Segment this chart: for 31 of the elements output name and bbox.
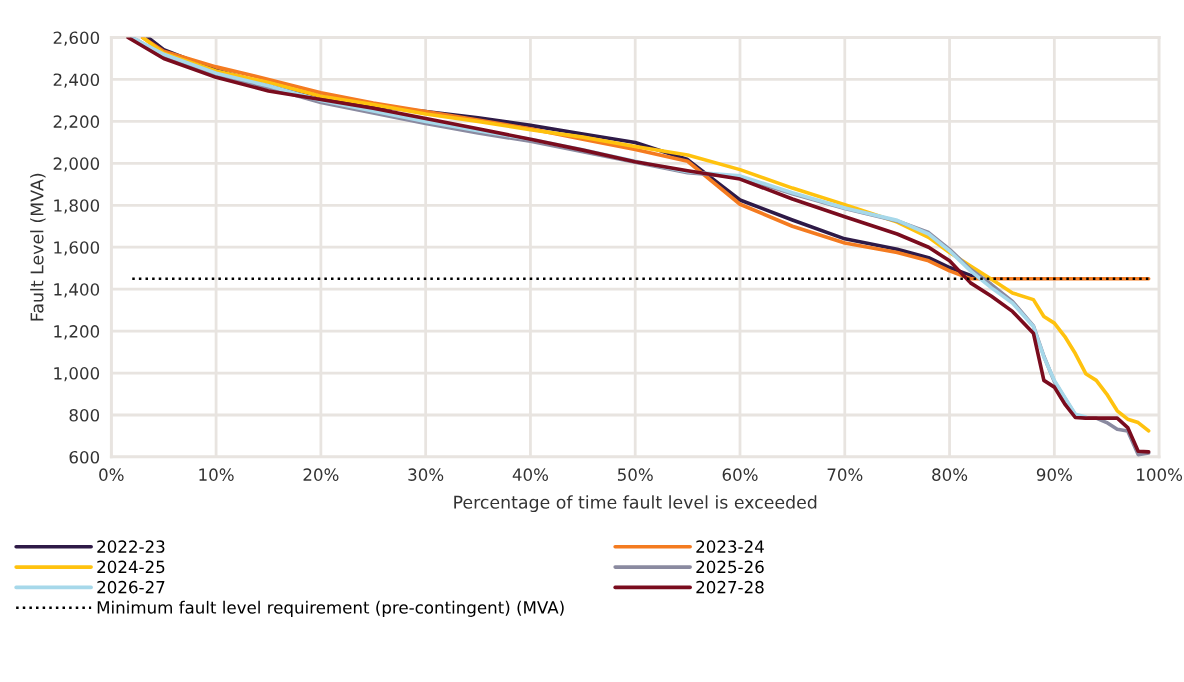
y-tick-label: 1,400 [54,283,100,298]
legend-label: 2024-25 [97,560,165,574]
x-tick-label: 20% [303,468,339,481]
y-tick-label: 1,800 [54,199,100,214]
x-axis-title: Percentage of time fault level is exceeded [454,495,817,513]
x-tick-label: 50% [617,468,653,481]
y-tick-label: 600 [69,450,100,464]
y-axis-title: Fault Level (MVA) [30,173,46,321]
x-tick-label: 70% [827,468,863,481]
legend-label: 2027-28 [696,580,764,594]
legend-label: Minimum fault level requirement (pre-contingent) (MVA) [97,600,564,617]
legend-label: 2022-23 [97,540,165,553]
x-tick-label: 80% [932,468,968,481]
y-tick-label: 2,000 [53,157,100,172]
x-tick-label: 100% [1137,468,1183,481]
legend-label: 2025-26 [696,560,764,574]
x-tick-label: 90% [1036,468,1072,481]
y-tick-label: 1,600 [54,241,100,256]
y-tick-label: 1,200 [54,325,100,340]
x-tick-label: 30% [408,468,444,481]
x-tick-label: 60% [722,468,758,481]
y-tick-label: 1,000 [54,367,100,382]
legend-label: 2026-27 [97,580,165,594]
y-tick-label: 800 [69,408,100,422]
legend-label: 2023-24 [696,540,764,553]
y-tick-label: 2,600 [53,31,100,46]
y-tick-label: 2,400 [53,73,100,88]
x-tick-label: 40% [512,468,549,481]
y-tick-label: 2,200 [53,115,100,130]
x-tick-label: 10% [199,468,234,481]
x-tick-label: 0% [99,468,124,481]
